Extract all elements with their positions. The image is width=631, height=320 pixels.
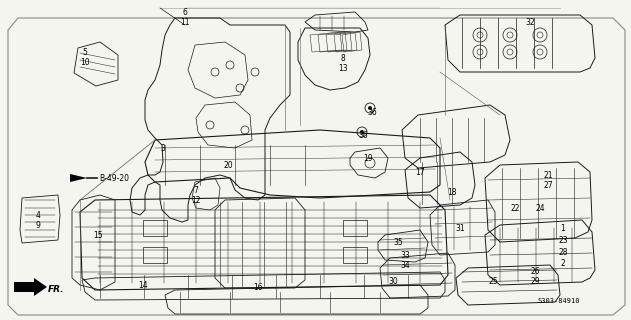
- Text: S303-84910: S303-84910: [538, 298, 580, 304]
- Text: 27: 27: [543, 180, 553, 189]
- Text: 6: 6: [182, 7, 187, 17]
- Polygon shape: [70, 174, 87, 182]
- Text: 26: 26: [530, 268, 540, 276]
- Text: 12: 12: [191, 196, 201, 204]
- Text: 18: 18: [447, 188, 457, 196]
- Text: 2: 2: [560, 260, 565, 268]
- Polygon shape: [8, 18, 625, 315]
- Text: 21: 21: [543, 171, 553, 180]
- Text: 19: 19: [363, 154, 373, 163]
- Text: 28: 28: [558, 247, 568, 257]
- Text: 30: 30: [388, 277, 398, 286]
- Text: 10: 10: [80, 58, 90, 67]
- Text: 33: 33: [400, 251, 410, 260]
- Text: 24: 24: [535, 204, 545, 212]
- Text: 13: 13: [338, 63, 348, 73]
- Polygon shape: [14, 278, 47, 296]
- Text: 22: 22: [510, 204, 520, 212]
- Text: 11: 11: [180, 18, 190, 27]
- Text: 31: 31: [455, 223, 465, 233]
- Text: 9: 9: [35, 220, 40, 229]
- Text: B-49-20: B-49-20: [99, 173, 129, 182]
- Text: 14: 14: [138, 281, 148, 290]
- Text: 20: 20: [223, 161, 233, 170]
- Text: 32: 32: [525, 18, 535, 27]
- Text: 36: 36: [358, 131, 368, 140]
- Text: 17: 17: [415, 167, 425, 177]
- Text: FR.: FR.: [48, 284, 64, 293]
- Text: 35: 35: [393, 237, 403, 246]
- Text: 25: 25: [488, 277, 498, 286]
- Text: 15: 15: [93, 230, 103, 239]
- Text: 7: 7: [194, 186, 198, 195]
- Text: 16: 16: [253, 284, 263, 292]
- Circle shape: [360, 130, 364, 134]
- Text: 36: 36: [367, 108, 377, 116]
- Text: 34: 34: [400, 260, 410, 269]
- Text: 5: 5: [83, 47, 88, 57]
- Text: 1: 1: [560, 223, 565, 233]
- Text: 29: 29: [530, 277, 540, 286]
- Text: 23: 23: [558, 236, 568, 244]
- Text: 3: 3: [160, 143, 165, 153]
- Text: 4: 4: [35, 211, 40, 220]
- Text: 8: 8: [341, 53, 345, 62]
- Circle shape: [368, 106, 372, 110]
